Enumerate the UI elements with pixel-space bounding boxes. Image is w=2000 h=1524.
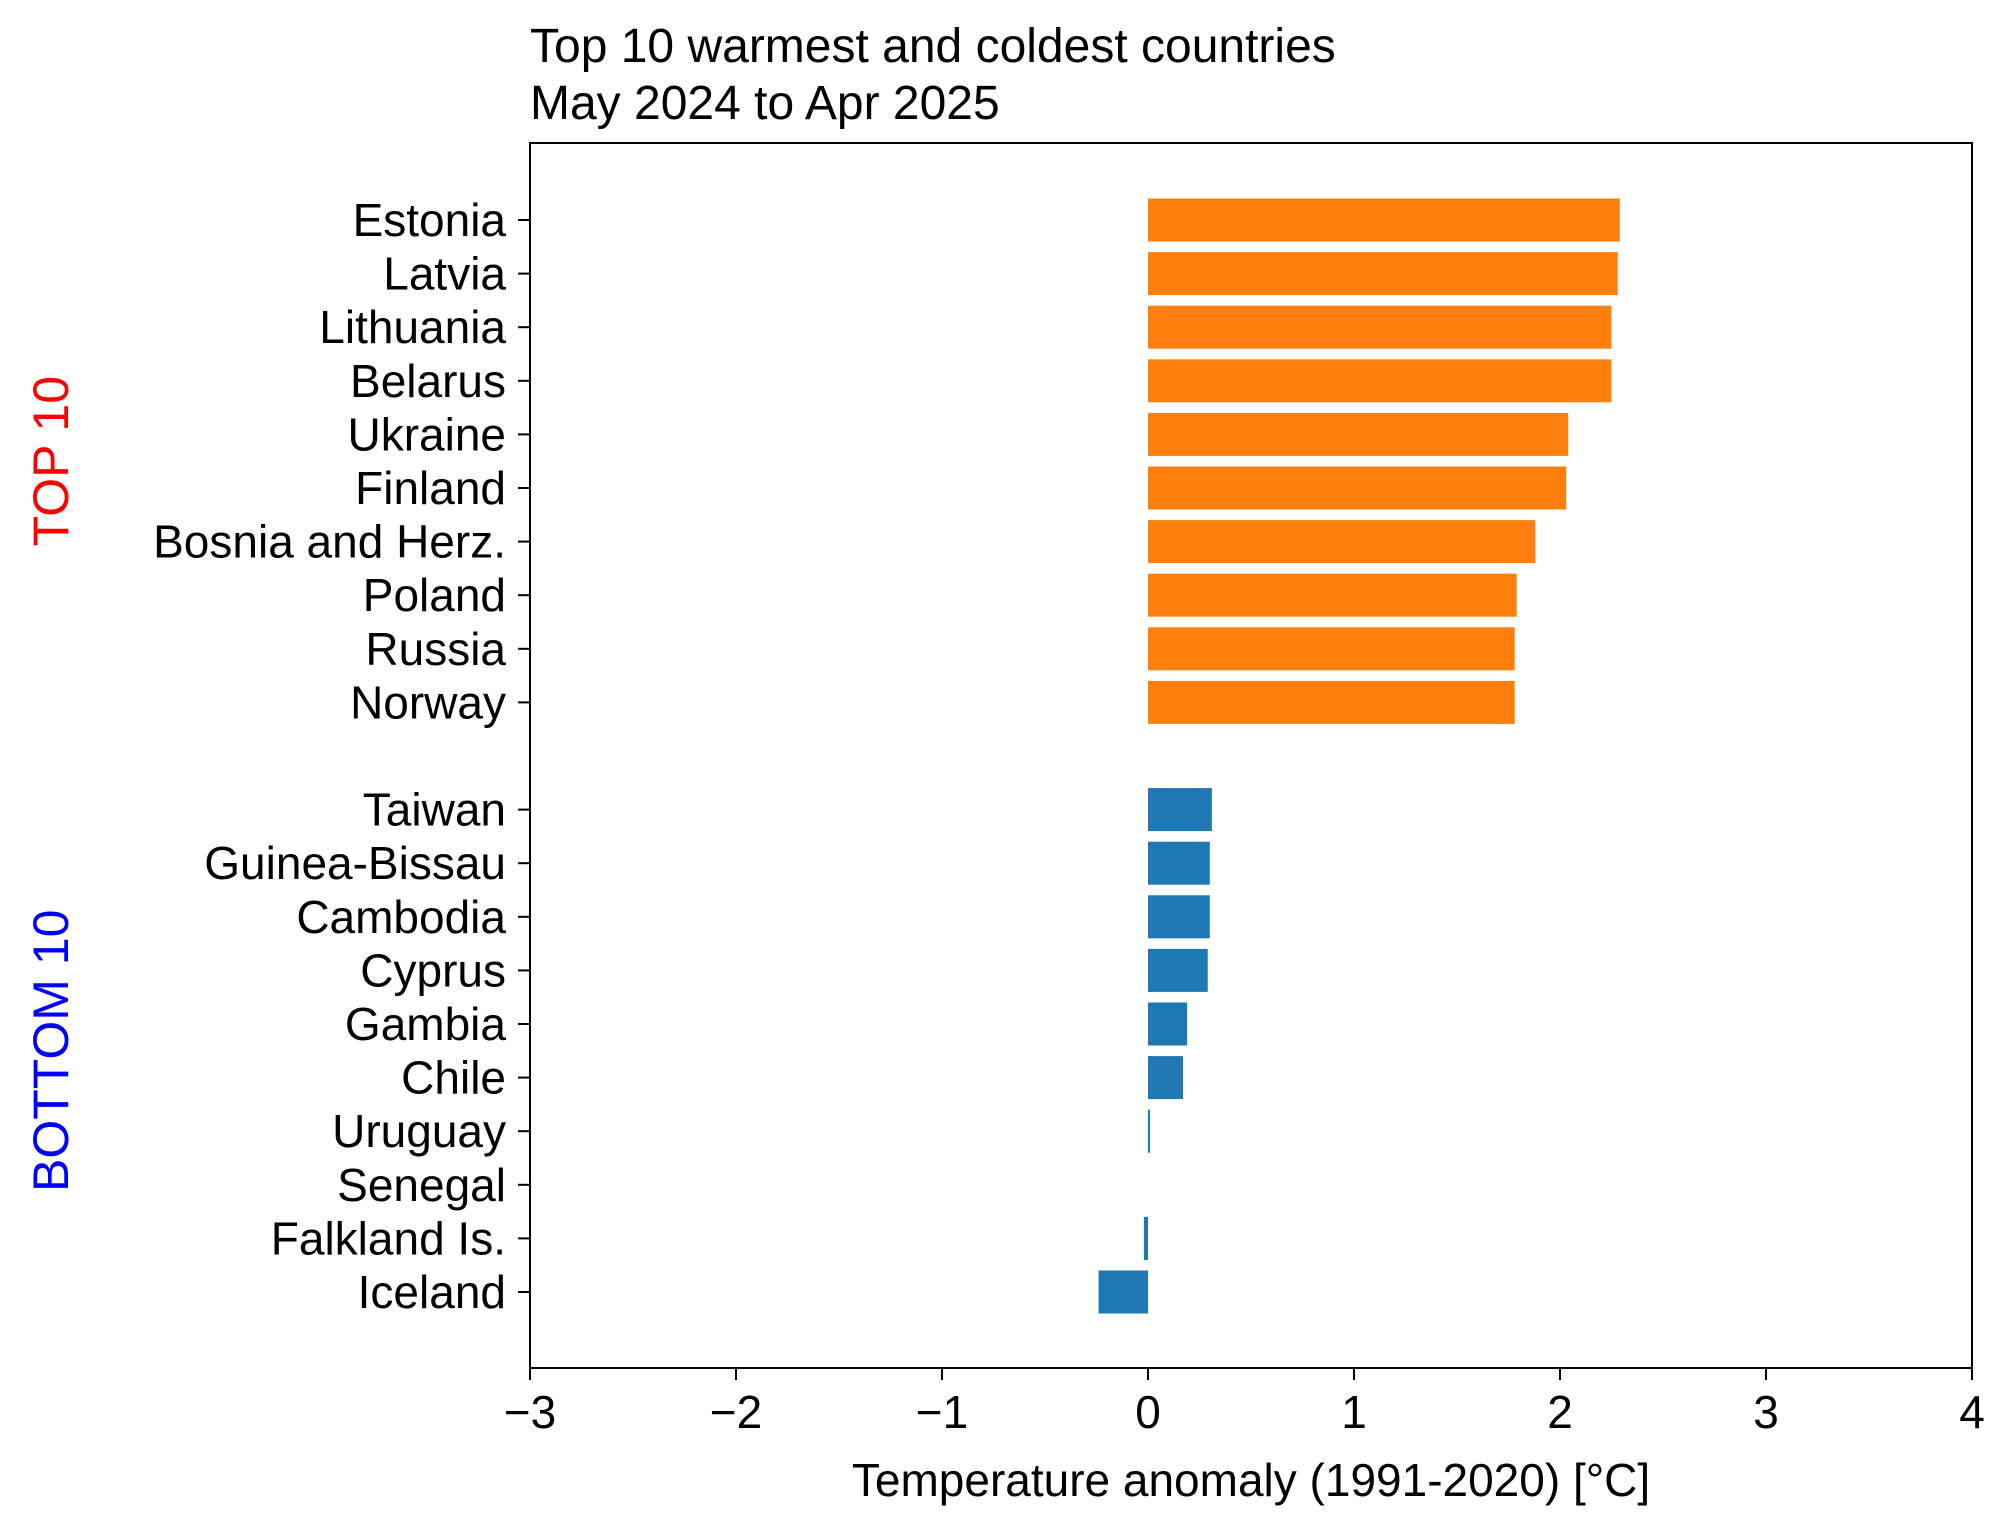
- x-axis-label: Temperature anomaly (1991-2020) [°C]: [852, 1454, 1650, 1506]
- group-label-bottom: BOTTOM 10: [23, 910, 79, 1192]
- title-line-2: May 2024 to Apr 2025: [530, 77, 1000, 130]
- category-label: Poland: [363, 569, 506, 621]
- category-label: Iceland: [358, 1266, 506, 1318]
- title-line-1: Top 10 warmest and coldest countries: [530, 20, 1336, 73]
- bar-belarus: [1148, 359, 1612, 403]
- category-label: Estonia: [353, 194, 507, 246]
- bar-falkland-is: [1143, 1216, 1148, 1260]
- bar-uruguay: [1148, 1109, 1151, 1153]
- x-axis: −3 −2 −1 0 1 2 3 4: [504, 1368, 1985, 1438]
- bar-poland: [1148, 573, 1517, 617]
- category-label: Senegal: [337, 1159, 506, 1211]
- bar-gambia: [1148, 1002, 1188, 1046]
- category-label: Belarus: [350, 355, 506, 407]
- category-label: Taiwan: [363, 784, 506, 836]
- category-label: Lithuania: [319, 301, 506, 353]
- y-axis: EstoniaLatviaLithuaniaBelarusUkraineFinl…: [153, 194, 530, 1318]
- x-tick-label: 2: [1547, 1386, 1573, 1438]
- bar-guinea-bissau: [1148, 841, 1210, 885]
- bar-russia: [1148, 627, 1515, 671]
- category-label: Uruguay: [332, 1105, 506, 1157]
- x-tick-label: 0: [1135, 1386, 1161, 1438]
- x-tick-label: −1: [916, 1386, 968, 1438]
- category-label: Finland: [355, 462, 506, 514]
- category-label: Cambodia: [296, 891, 506, 943]
- category-label: Ukraine: [347, 408, 506, 460]
- bar-bosnia-and-herz: [1148, 520, 1536, 564]
- x-tick-label: −3: [504, 1386, 556, 1438]
- bar-cyprus: [1148, 948, 1208, 992]
- bar-chile: [1148, 1056, 1184, 1100]
- category-label: Cyprus: [360, 944, 506, 996]
- group-labels: TOP 10 BOTTOM 10: [23, 376, 79, 1192]
- bar-ukraine: [1148, 412, 1569, 456]
- category-label: Russia: [365, 623, 506, 675]
- category-label: Gambia: [345, 998, 506, 1050]
- bar-lithuania: [1148, 305, 1612, 349]
- chart-title: Top 10 warmest and coldest countriesMay …: [530, 20, 1336, 130]
- bar-latvia: [1148, 252, 1618, 296]
- bar-taiwan: [1148, 788, 1212, 832]
- category-label: Guinea-Bissau: [204, 837, 506, 889]
- plot-frame: [529, 142, 1973, 1369]
- category-label: Falkland Is.: [271, 1212, 506, 1264]
- bar-cambodia: [1148, 895, 1210, 939]
- x-tick-label: 3: [1753, 1386, 1779, 1438]
- x-tick-label: 4: [1959, 1386, 1985, 1438]
- bars: [1098, 198, 1620, 1314]
- bar-estonia: [1148, 198, 1620, 242]
- category-label: Bosnia and Herz.: [153, 516, 506, 568]
- x-tick-label: 1: [1341, 1386, 1367, 1438]
- category-label: Norway: [350, 676, 506, 728]
- x-tick-label: −2: [710, 1386, 762, 1438]
- bar-iceland: [1098, 1270, 1148, 1314]
- group-label-top: TOP 10: [23, 376, 79, 546]
- category-label: Chile: [401, 1052, 506, 1104]
- bar-norway: [1148, 680, 1515, 724]
- category-label: Latvia: [383, 248, 506, 300]
- bar-finland: [1148, 466, 1567, 510]
